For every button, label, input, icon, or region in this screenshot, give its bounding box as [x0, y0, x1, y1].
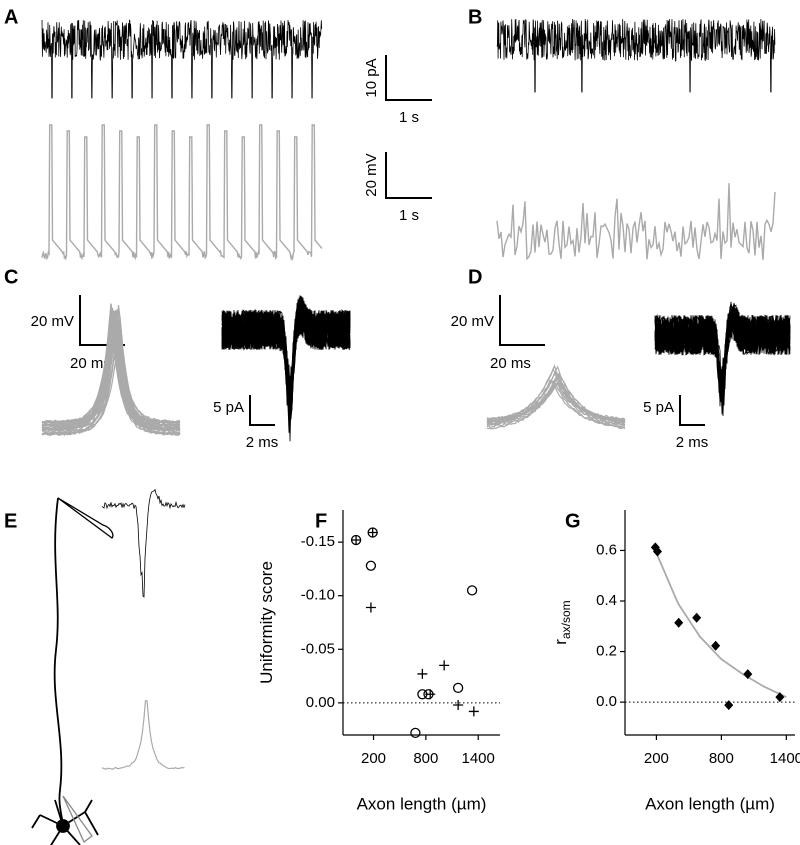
trace [221, 298, 351, 433]
scale-bar [385, 55, 432, 101]
point [466, 585, 478, 596]
panel-label: A [4, 6, 18, 28]
panel-label: D [468, 266, 482, 288]
fit-line [655, 552, 787, 698]
trace [41, 303, 181, 424]
panel-label: C [4, 266, 18, 288]
scale-bar [385, 152, 432, 199]
x-axis-label: Axon length (µm) [645, 794, 775, 813]
x-tick-label: 200 [644, 750, 669, 767]
point [674, 617, 684, 628]
x-tick-label: 200 [361, 750, 386, 767]
y-tick-label: 0.4 [596, 592, 617, 609]
point [724, 700, 734, 711]
y-tick-label: 0.6 [596, 541, 617, 558]
point [743, 669, 753, 680]
scale-label: 1 s [399, 207, 419, 224]
scale-label: 5 pA [213, 399, 244, 416]
scale-label: 2 ms [246, 434, 279, 451]
panel-label: B [468, 6, 482, 28]
y-axis-label-main: r [551, 639, 570, 645]
trace [101, 488, 186, 598]
panel-label: F [315, 510, 327, 532]
point [468, 706, 479, 717]
trace [654, 306, 791, 401]
dendrites [31, 799, 99, 845]
scale-bar [249, 395, 275, 426]
x-tick-label: 800 [709, 750, 734, 767]
y-tick-label: 0.00 [306, 694, 335, 711]
y-tick-label: -0.10 [301, 587, 335, 604]
trace [496, 183, 776, 261]
trace [486, 367, 626, 424]
point [417, 668, 428, 679]
x-tick-label: 1400 [770, 750, 800, 767]
scale-label: 1 s [399, 109, 419, 126]
y-axis-label-main: Uniformity score [257, 561, 276, 684]
y-tick-label: -0.05 [301, 640, 335, 657]
electrode [57, 497, 114, 539]
scale-label: 20 ms [70, 355, 111, 372]
point [365, 602, 376, 613]
trace [486, 372, 626, 424]
y-axis-label: Uniformity score [257, 561, 276, 684]
axon [53, 497, 64, 827]
point [425, 689, 436, 700]
point [452, 682, 464, 694]
x-tick-label: 800 [413, 750, 438, 767]
trace [496, 18, 776, 93]
point [439, 660, 450, 671]
point [775, 692, 785, 703]
electrode [62, 795, 93, 844]
trace [41, 316, 181, 435]
trace [41, 314, 181, 436]
y-tick-label: 0.2 [596, 643, 617, 660]
trace [41, 316, 181, 433]
point [410, 727, 421, 739]
trace [41, 124, 323, 262]
scale-label: 20 mV [31, 313, 74, 330]
scale-label: 2 ms [676, 434, 709, 451]
panel-label: G [565, 510, 581, 532]
x-axis-label: Axon length (µm) [357, 794, 487, 813]
y-axis-label-sub: ax/som [559, 600, 573, 639]
y-axis-label: rax/som [551, 600, 573, 644]
scale-bars [79, 55, 705, 426]
scale-label: 10 pA [363, 58, 380, 97]
scale-bar [499, 295, 545, 346]
neuron-diagram [31, 497, 114, 845]
scale-label: 5 pA [643, 399, 674, 416]
trace [101, 700, 185, 770]
x-tick-label: 1400 [462, 750, 495, 767]
panel-labels: A B C D E F G [4, 6, 581, 532]
scale-label: 20 mV [363, 153, 380, 196]
point [453, 700, 464, 710]
scale-bar [679, 395, 705, 426]
point [351, 535, 362, 545]
soma [56, 819, 70, 833]
y-tick-label: -0.15 [301, 533, 335, 550]
point [692, 612, 702, 623]
trace [41, 19, 323, 99]
scale-label: 20 ms [490, 355, 531, 372]
point [711, 640, 721, 651]
trace [486, 380, 626, 421]
point [367, 527, 378, 538]
point [652, 546, 662, 557]
y-tick-label: 0.0 [596, 693, 617, 710]
panel-label: E [4, 510, 17, 532]
trace [486, 372, 626, 430]
scale-label: 20 mV [451, 313, 494, 330]
point [365, 560, 377, 571]
